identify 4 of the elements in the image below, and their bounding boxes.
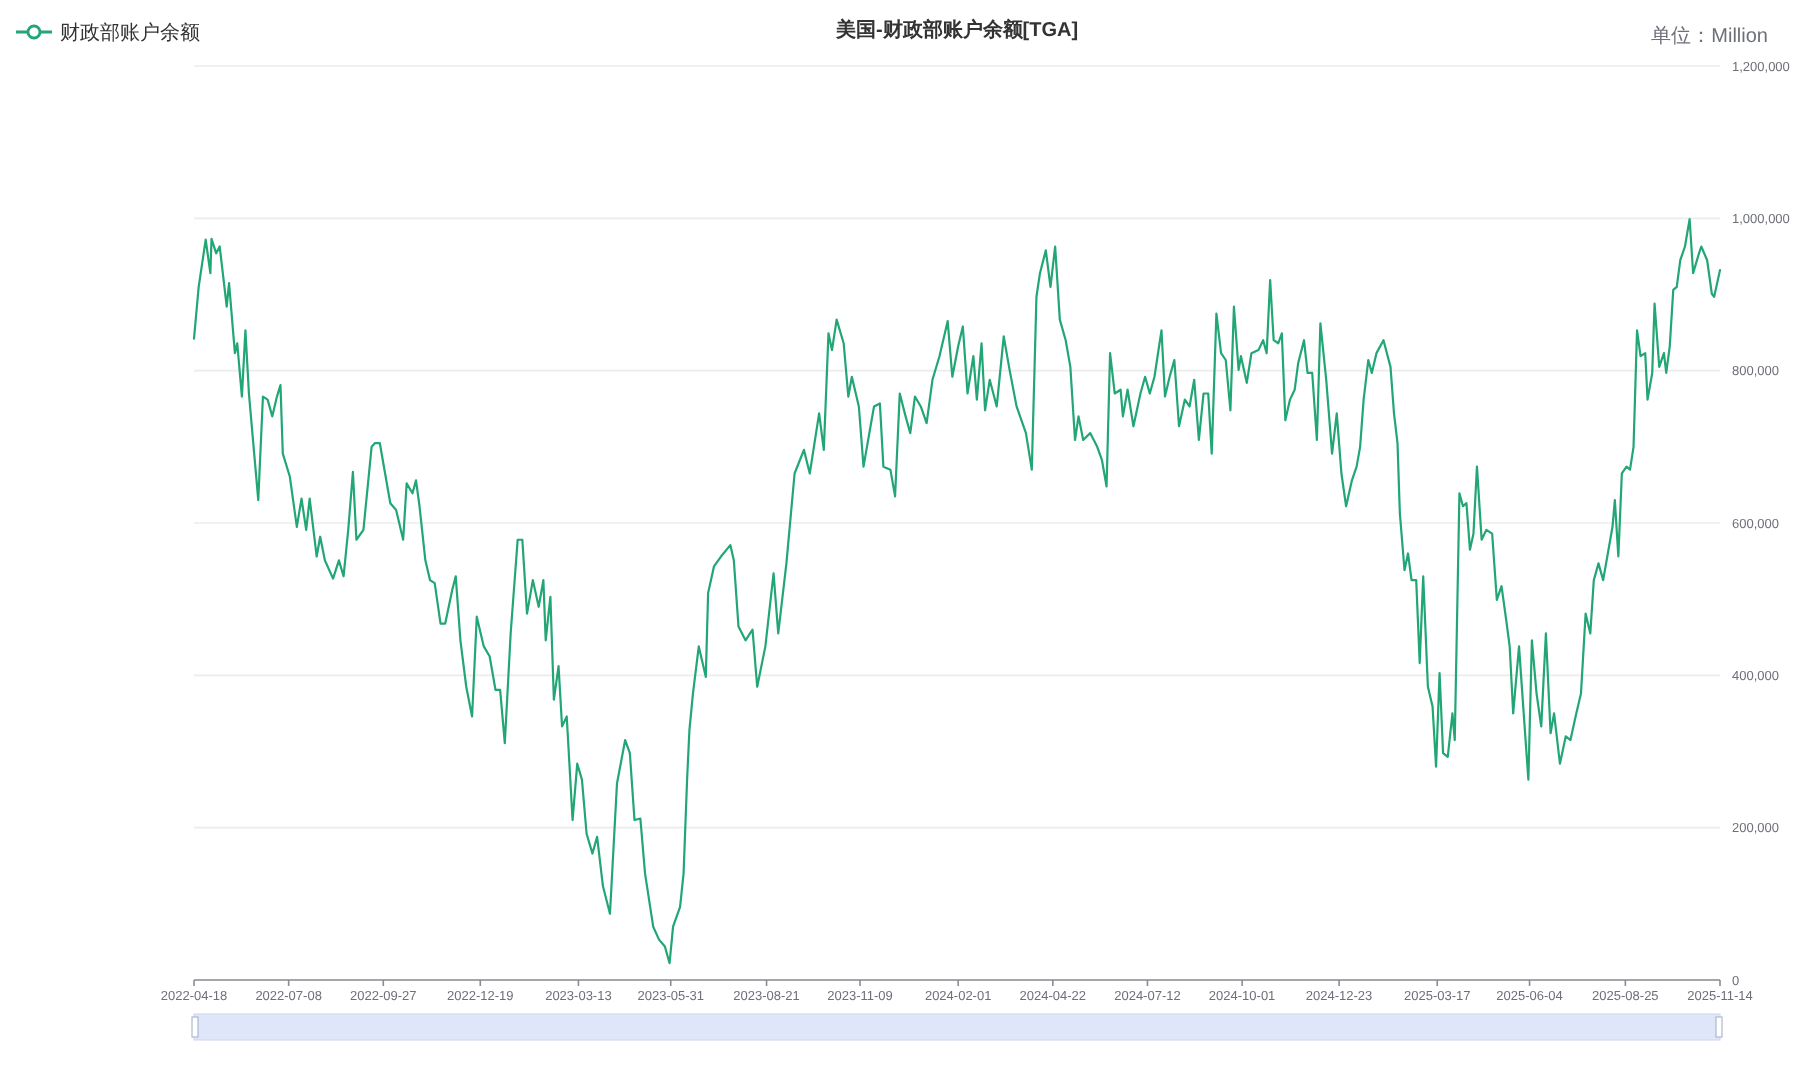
y-axis-title: 单位：Million: [1651, 24, 1768, 48]
chart-title: 美国-财政部账户余额[TGA]: [833, 18, 1079, 42]
legend-label: 财政部账户余额: [60, 21, 200, 45]
line-series: [192, 217, 1722, 965]
